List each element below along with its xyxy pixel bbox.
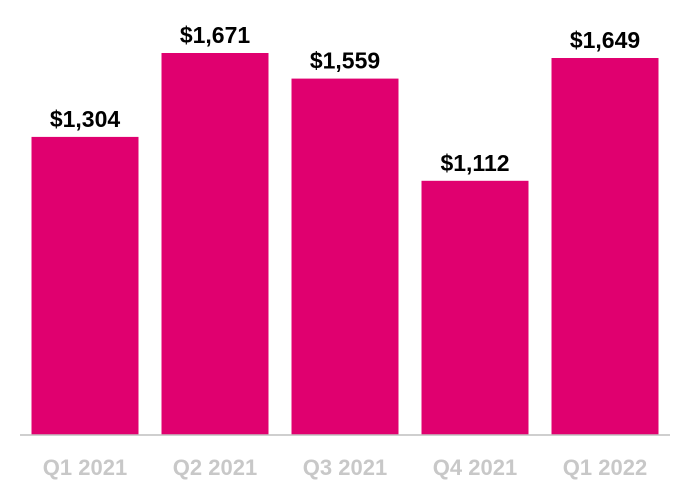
- value-label: $1,559: [310, 48, 380, 74]
- x-tick-label: Q4 2021: [433, 455, 517, 480]
- bars-group: [31, 53, 659, 435]
- x-tick-labels-group: Q1 2021 Q2 2021 Q3 2021 Q4 2021 Q1 2022: [43, 455, 647, 480]
- x-tick-label: Q2 2021: [173, 455, 257, 480]
- value-label: $1,304: [50, 106, 121, 132]
- value-label: $1,671: [180, 22, 251, 48]
- bar-q2-2021: [161, 53, 269, 435]
- bar-q1-2022: [551, 58, 659, 435]
- x-tick-label: Q1 2021: [43, 455, 127, 480]
- bar-q1-2021: [31, 136, 139, 435]
- value-label: $1,649: [570, 27, 640, 53]
- x-tick-label: Q1 2022: [563, 455, 647, 480]
- value-label: $1,112: [440, 150, 509, 176]
- value-labels-group: $1,304 $1,671 $1,559 $1,112 $1,649: [50, 22, 640, 176]
- bar-q3-2021: [291, 78, 399, 435]
- bar-q4-2021: [421, 180, 529, 435]
- x-tick-label: Q3 2021: [303, 455, 387, 480]
